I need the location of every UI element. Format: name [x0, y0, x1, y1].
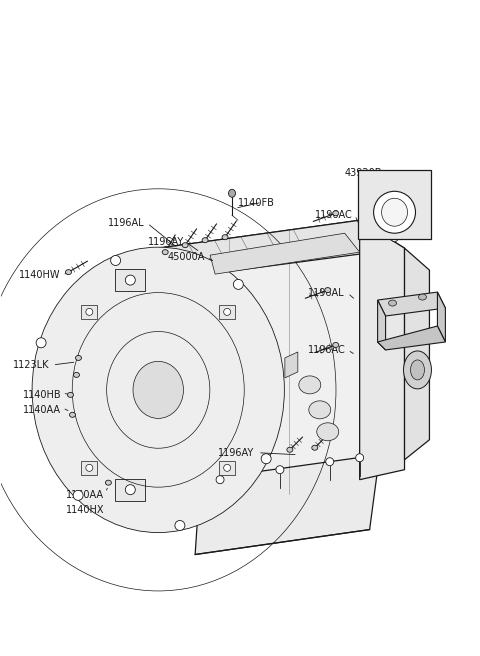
- Text: 1196AL: 1196AL: [308, 288, 345, 298]
- Ellipse shape: [175, 520, 185, 531]
- Ellipse shape: [216, 476, 224, 483]
- Ellipse shape: [125, 485, 135, 495]
- Polygon shape: [285, 352, 298, 378]
- Ellipse shape: [224, 308, 231, 316]
- Ellipse shape: [326, 458, 334, 466]
- Ellipse shape: [228, 190, 236, 197]
- Ellipse shape: [70, 413, 75, 417]
- Text: 1196AY: 1196AY: [218, 448, 254, 458]
- Ellipse shape: [389, 300, 396, 306]
- Ellipse shape: [73, 373, 80, 377]
- Ellipse shape: [222, 235, 228, 239]
- Ellipse shape: [419, 294, 426, 300]
- Ellipse shape: [110, 255, 120, 266]
- Polygon shape: [360, 220, 405, 480]
- Text: 1196AY: 1196AY: [148, 237, 184, 247]
- Ellipse shape: [86, 464, 93, 471]
- Ellipse shape: [182, 243, 188, 248]
- Bar: [219, 461, 235, 475]
- FancyBboxPatch shape: [358, 171, 432, 239]
- Ellipse shape: [106, 480, 111, 485]
- Ellipse shape: [325, 287, 331, 293]
- Text: 1123LK: 1123LK: [12, 360, 49, 370]
- Ellipse shape: [312, 445, 318, 450]
- FancyBboxPatch shape: [115, 479, 145, 501]
- Bar: [219, 305, 235, 319]
- Text: 1140AA: 1140AA: [23, 405, 60, 415]
- Ellipse shape: [162, 250, 168, 255]
- Ellipse shape: [382, 198, 408, 226]
- Polygon shape: [405, 248, 430, 460]
- Text: 1140HW: 1140HW: [19, 270, 60, 280]
- Ellipse shape: [365, 209, 372, 216]
- Text: 1140AA: 1140AA: [65, 489, 104, 500]
- Polygon shape: [378, 292, 445, 316]
- Polygon shape: [378, 300, 385, 350]
- Ellipse shape: [356, 454, 364, 462]
- Ellipse shape: [233, 279, 243, 289]
- Ellipse shape: [202, 237, 208, 243]
- Ellipse shape: [44, 260, 273, 520]
- Ellipse shape: [68, 392, 73, 398]
- Polygon shape: [158, 220, 360, 520]
- Text: 47312: 47312: [392, 302, 422, 312]
- Ellipse shape: [276, 466, 284, 474]
- FancyBboxPatch shape: [115, 269, 145, 291]
- Ellipse shape: [391, 183, 398, 190]
- Polygon shape: [210, 233, 360, 274]
- Polygon shape: [437, 292, 445, 342]
- Ellipse shape: [133, 361, 183, 419]
- Ellipse shape: [417, 209, 424, 216]
- Text: 1196AL: 1196AL: [108, 218, 145, 228]
- Polygon shape: [158, 220, 405, 275]
- Ellipse shape: [75, 356, 82, 360]
- Bar: [81, 305, 97, 319]
- Text: 1196AC: 1196AC: [308, 345, 346, 355]
- Ellipse shape: [73, 491, 83, 501]
- Text: 1140HB: 1140HB: [23, 390, 61, 400]
- Ellipse shape: [404, 351, 432, 389]
- Ellipse shape: [373, 192, 416, 233]
- Ellipse shape: [391, 235, 398, 241]
- Polygon shape: [195, 455, 380, 554]
- Text: 1140FB: 1140FB: [238, 198, 275, 208]
- Ellipse shape: [36, 338, 46, 348]
- Ellipse shape: [224, 464, 231, 471]
- Text: 1140HX: 1140HX: [65, 504, 104, 514]
- Ellipse shape: [261, 454, 271, 464]
- Ellipse shape: [287, 447, 293, 452]
- Ellipse shape: [309, 401, 331, 419]
- Bar: [81, 461, 97, 475]
- Ellipse shape: [299, 376, 321, 394]
- Text: 43920B: 43920B: [345, 169, 382, 178]
- Ellipse shape: [333, 342, 339, 348]
- Text: 1196AC: 1196AC: [315, 211, 352, 220]
- Ellipse shape: [125, 275, 135, 285]
- Polygon shape: [378, 326, 445, 350]
- Ellipse shape: [333, 211, 339, 216]
- Ellipse shape: [65, 270, 72, 275]
- Ellipse shape: [317, 423, 339, 441]
- Ellipse shape: [86, 308, 93, 316]
- Text: 45000A: 45000A: [167, 252, 204, 262]
- Ellipse shape: [32, 247, 284, 533]
- Ellipse shape: [410, 360, 424, 380]
